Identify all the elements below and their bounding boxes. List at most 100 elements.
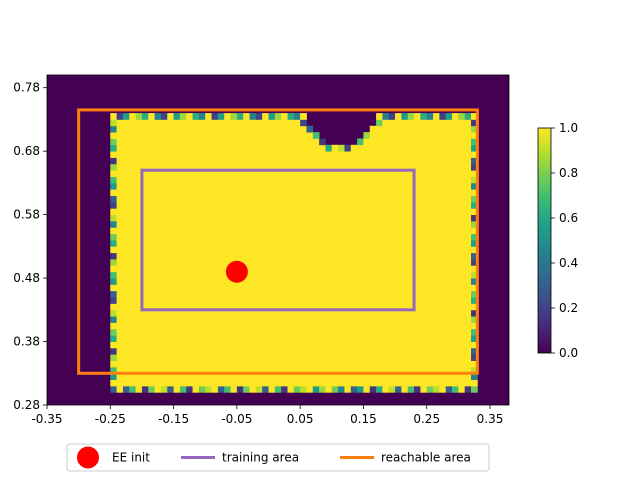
heatmap-cell <box>141 265 149 273</box>
heatmap-cell <box>249 290 257 298</box>
heatmap-cell <box>243 151 250 158</box>
heatmap-cell <box>255 309 263 317</box>
heatmap-cell <box>420 284 428 292</box>
heatmap-cell <box>331 341 339 349</box>
heatmap-cell <box>300 278 307 285</box>
heatmap-cell <box>395 138 402 146</box>
heatmap-cell <box>141 335 149 342</box>
heatmap-cell <box>268 347 276 355</box>
heatmap-cell <box>116 360 124 368</box>
heatmap-cell <box>414 385 421 393</box>
heatmap-cell <box>344 265 352 273</box>
heatmap-cell <box>464 341 472 349</box>
heatmap-cell <box>186 379 193 387</box>
heatmap-cell <box>426 163 434 171</box>
heatmap-cell <box>306 309 314 317</box>
heatmap-cell <box>179 125 187 133</box>
heatmap-cell <box>300 246 307 254</box>
heatmap-cell <box>312 220 320 228</box>
heatmap-cell <box>211 385 219 393</box>
heatmap-cell <box>350 360 358 368</box>
heatmap-cell <box>287 214 295 222</box>
heatmap-cell <box>236 240 244 247</box>
heatmap-cell <box>414 195 421 203</box>
heatmap-cell <box>395 385 402 393</box>
heatmap-cell <box>205 328 212 336</box>
heatmap-cell <box>192 360 200 368</box>
heatmap-cell <box>287 290 295 298</box>
heatmap-cell <box>255 271 263 279</box>
heatmap-cell <box>236 309 244 317</box>
heatmap-cell <box>471 214 478 222</box>
heatmap-cell <box>186 214 193 222</box>
heatmap-cell <box>154 341 162 349</box>
heatmap-cell <box>344 297 352 304</box>
heatmap-cell <box>217 360 225 368</box>
heatmap-cell <box>262 125 269 133</box>
heatmap-cell <box>160 271 168 279</box>
heatmap-cell <box>211 113 219 120</box>
y-tick-label: 0.28 <box>13 398 40 412</box>
heatmap-cell <box>331 220 339 228</box>
heatmap-cell <box>293 385 301 393</box>
heatmap-cell <box>363 132 371 139</box>
heatmap-cell <box>135 341 143 349</box>
heatmap-cell <box>471 252 478 260</box>
heatmap-cell <box>287 284 295 292</box>
heatmap-cell <box>173 132 181 139</box>
heatmap-cell <box>401 176 409 184</box>
heatmap-cell <box>319 163 326 171</box>
heatmap-cell <box>445 360 453 368</box>
heatmap-cell <box>363 335 371 342</box>
legend-marker-ee-init <box>77 446 99 469</box>
heatmap-cell <box>154 379 162 387</box>
heatmap-cell <box>249 385 257 393</box>
heatmap-cell <box>363 233 371 241</box>
heatmap-cell <box>445 214 453 222</box>
heatmap-cell <box>262 227 269 235</box>
heatmap-cell <box>287 252 295 260</box>
heatmap-cell <box>452 322 459 330</box>
heatmap-cell <box>236 290 244 298</box>
heatmap-cell <box>369 316 377 323</box>
heatmap-cell <box>224 182 231 190</box>
heatmap-cell <box>281 125 288 133</box>
heatmap-cell <box>116 385 124 393</box>
heatmap-cell <box>388 271 396 279</box>
heatmap-cell <box>319 335 326 342</box>
heatmap-cell <box>306 138 314 146</box>
heatmap-cell <box>274 385 282 393</box>
heatmap-cell <box>458 220 466 228</box>
heatmap-cell <box>160 284 168 292</box>
heatmap-cell <box>192 151 200 158</box>
heatmap-cell <box>122 328 130 336</box>
heatmap-cell <box>312 214 320 222</box>
heatmap-cell <box>445 278 453 285</box>
heatmap-cell <box>224 170 231 177</box>
heatmap-cell <box>338 379 345 387</box>
heatmap-cell <box>325 252 333 260</box>
heatmap-cell <box>401 182 409 190</box>
heatmap-cell <box>376 125 383 133</box>
heatmap-cell <box>281 157 288 165</box>
heatmap-cell <box>445 341 453 349</box>
heatmap-cell <box>407 366 415 374</box>
heatmap-cell <box>388 220 396 228</box>
heatmap-cell <box>464 297 472 304</box>
heatmap-cell <box>268 373 276 381</box>
heatmap-cell <box>116 214 124 222</box>
heatmap-cell <box>217 316 225 323</box>
heatmap-cell <box>325 341 333 349</box>
heatmap-cell <box>420 379 428 387</box>
heatmap-cell <box>388 360 396 368</box>
heatmap-cell <box>135 113 143 120</box>
heatmap-cell <box>141 138 149 146</box>
heatmap-cell <box>116 366 124 374</box>
heatmap-cell <box>154 182 162 190</box>
heatmap-cell <box>224 252 231 260</box>
heatmap-cell <box>236 347 244 355</box>
heatmap-cell <box>458 132 466 139</box>
heatmap-cell <box>338 297 345 304</box>
heatmap-cell <box>458 201 466 209</box>
heatmap-cell <box>388 170 396 177</box>
